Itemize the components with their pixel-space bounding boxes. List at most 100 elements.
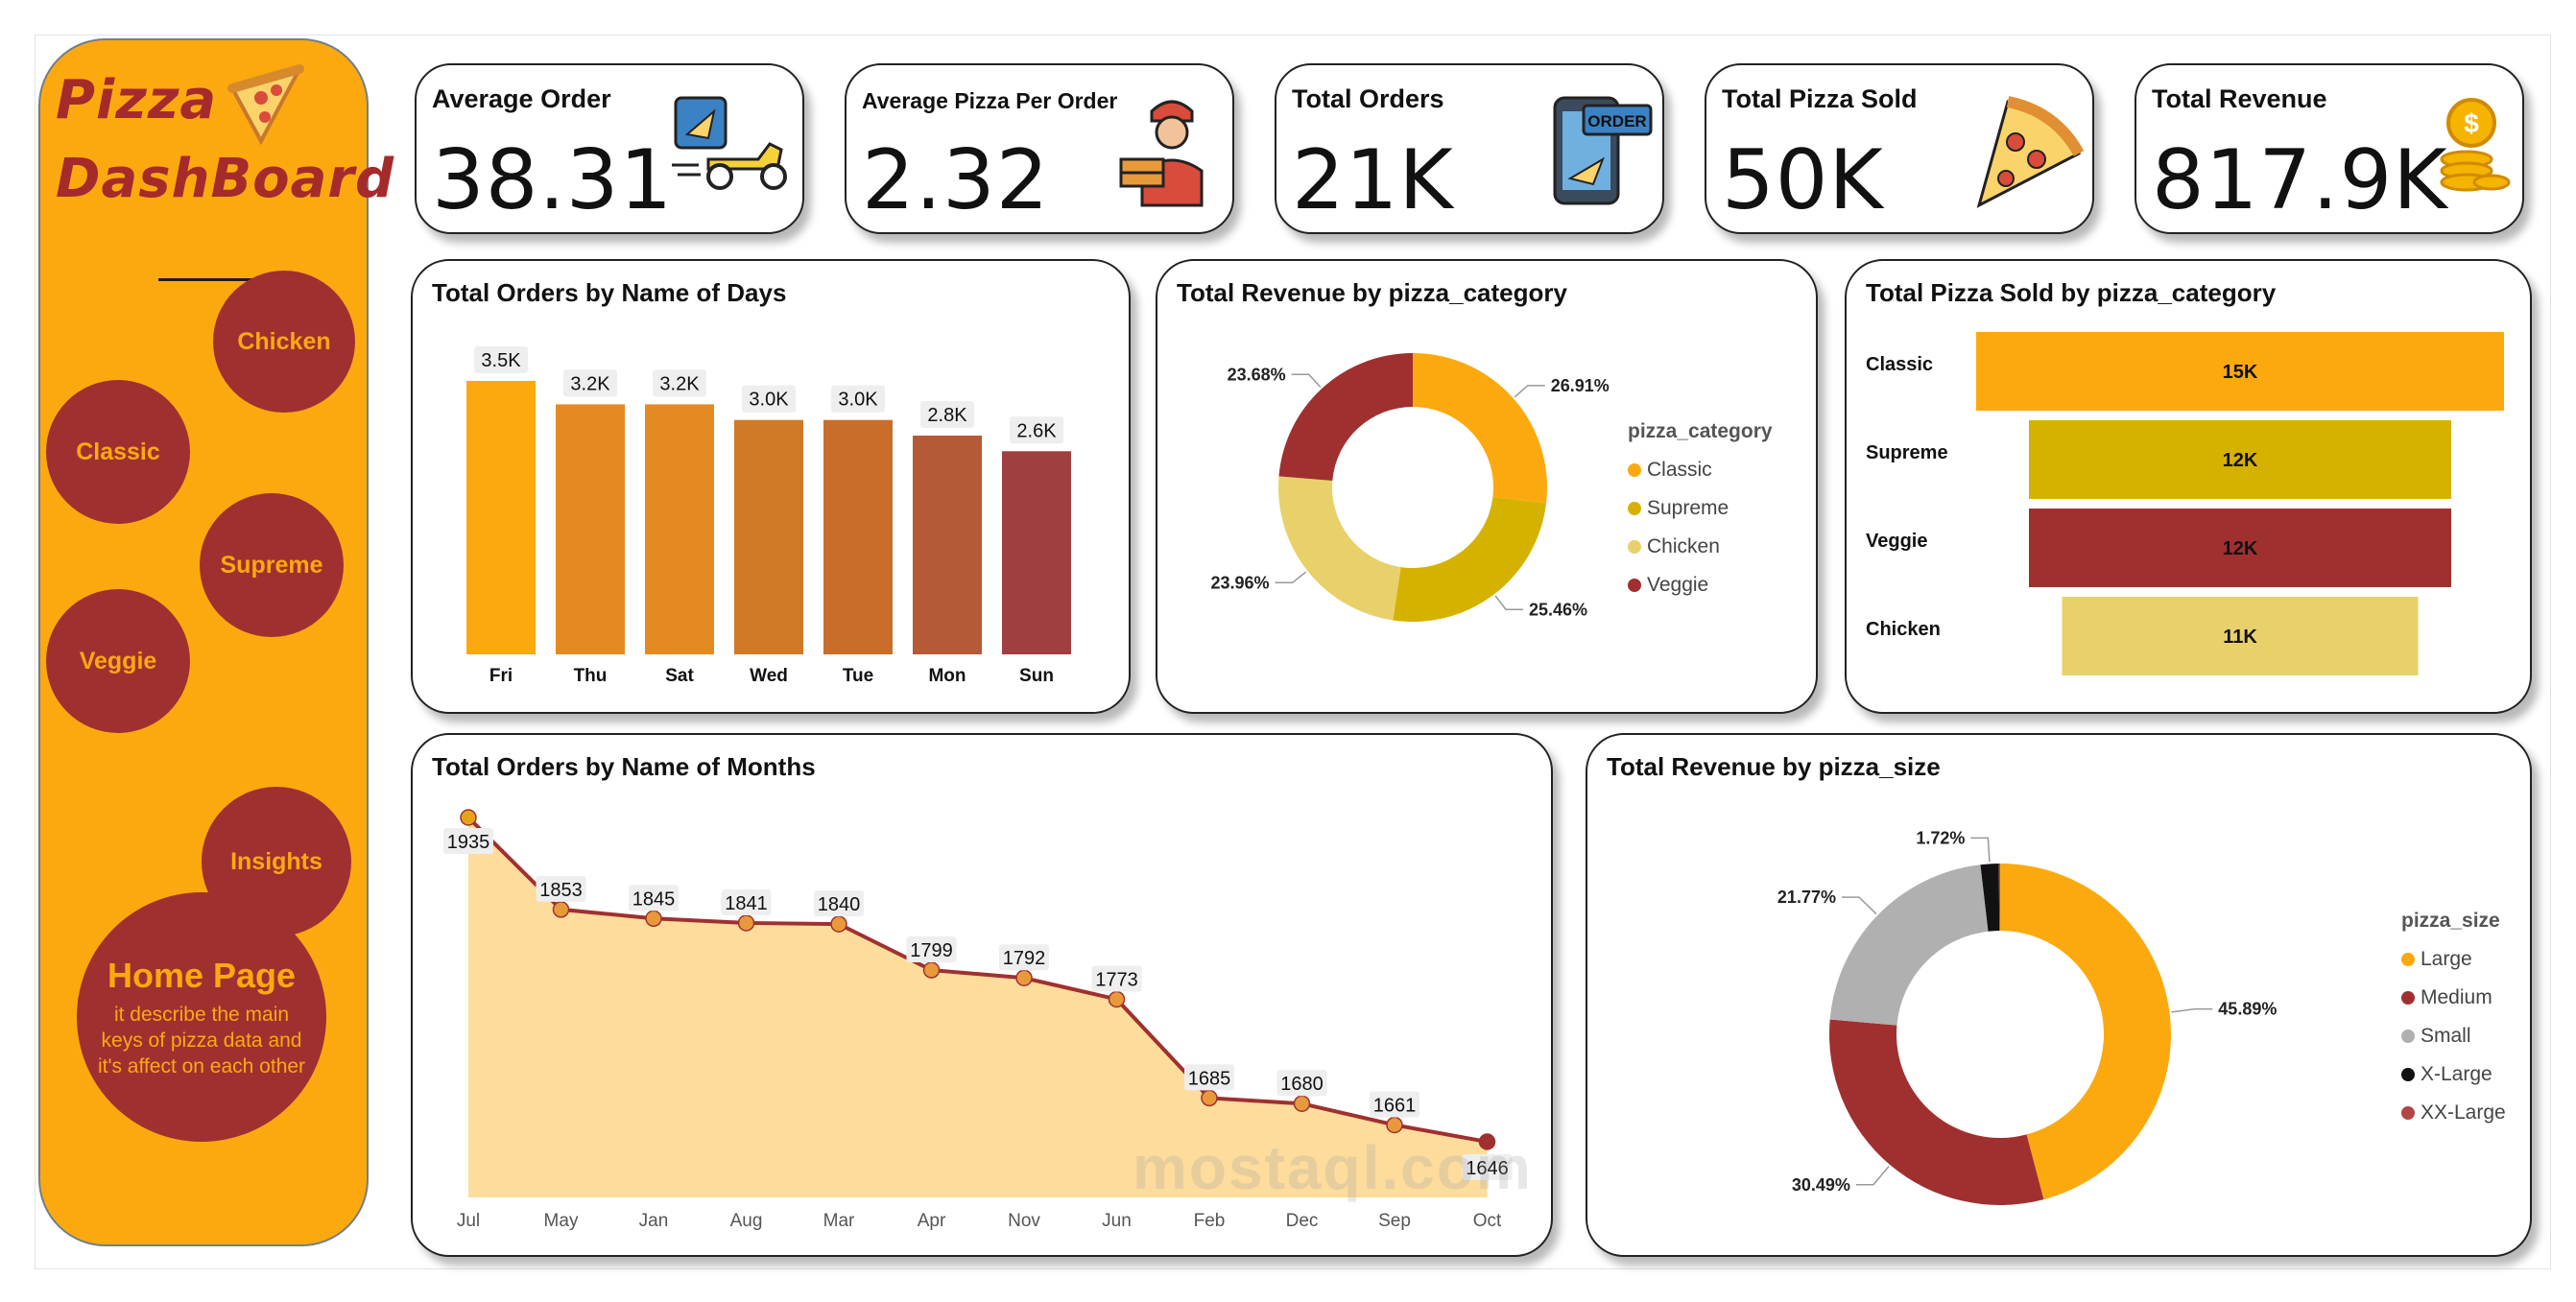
chart-title: Total Pizza Sold by pizza_category: [1866, 278, 2277, 307]
data-label: 3.2K: [570, 373, 610, 394]
data-label: 21.77%: [1777, 888, 1836, 907]
x-tick-label: Nov: [1008, 1211, 1040, 1231]
data-label: 3.5K: [481, 350, 521, 371]
bar: [466, 381, 536, 654]
data-label: 1935: [447, 832, 490, 853]
bar-chart-days: 3.5K Fri 3.2K Thu 3.2K Sat 3.0K Wed 3.0K Tue 2.8K M…: [466, 346, 1071, 686]
kpi-value: 817.9K: [2152, 132, 2448, 228]
panel-pizza-sold-by-category: Total Pizza Sold by pizza_category 15K Cl…: [1845, 259, 2532, 714]
home-page-title: Home Page: [107, 956, 297, 995]
kpi-value: 50K: [1722, 132, 1884, 228]
leader-line: [1970, 837, 1991, 863]
bar: [645, 404, 714, 654]
x-tick-label: Oct: [1473, 1211, 1502, 1231]
x-tick-label: Sun: [1019, 666, 1054, 686]
nav-chicken-button[interactable]: Chicken: [213, 271, 355, 413]
category-label: Chicken: [1866, 619, 1941, 640]
data-label: 25.46%: [1529, 600, 1587, 619]
funnel-bar: [2062, 597, 2419, 675]
legend-marker: [2401, 991, 2415, 1005]
legend-marker: [2401, 1106, 2415, 1120]
data-point: [830, 915, 847, 933]
x-tick-label: Apr: [918, 1211, 946, 1231]
panel-orders-by-day: Total Orders by Name of Days 3.5K Fri 3.2K…: [411, 259, 1131, 714]
chart-title: Total Revenue by pizza_category: [1177, 278, 1567, 307]
category-label: Veggie: [1866, 531, 1927, 552]
data-label-bg: [831, 385, 885, 413]
logo-divider: [158, 278, 309, 281]
x-tick-label: Tue: [843, 666, 873, 686]
donut-slice: [1998, 864, 2000, 932]
kpi-card-total-orders: Total Orders 21K ORDER: [1275, 63, 1664, 234]
kpi-card-average-order: Average Order 38.31: [415, 63, 804, 234]
funnel-bar: [2029, 509, 2451, 587]
kpi-title: Average Pizza Per Order: [862, 88, 1118, 113]
data-label: 3.2K: [659, 373, 700, 394]
data-label: 23.96%: [1210, 573, 1269, 592]
data-point: [737, 914, 755, 932]
leader-line: [1855, 1166, 1890, 1186]
home-page-button[interactable]: Home Page it describe the main keys of p…: [77, 892, 326, 1142]
bar: [1002, 451, 1071, 654]
chart-title: Total Revenue by pizza_size: [1607, 752, 1941, 781]
nav-veggie-button[interactable]: Veggie: [46, 589, 190, 733]
home-page-description: it describe the main keys of pizza data …: [97, 1004, 306, 1077]
svg-text:ORDER: ORDER: [1587, 112, 1646, 130]
legend-label: Medium: [2421, 986, 2493, 1008]
logo-title-line1: Pizza: [56, 69, 218, 131]
data-label-bg: [721, 888, 772, 915]
nav-supreme-button[interactable]: Supreme: [200, 493, 344, 637]
x-tick-label: Jan: [639, 1211, 669, 1231]
donut-slice: [2000, 864, 2171, 1200]
leader-line: [1494, 595, 1523, 611]
data-label-bg: [1184, 1064, 1234, 1091]
panel-revenue-by-category: Total Revenue by pizza_category 26.91% 25…: [1156, 259, 1818, 714]
data-label: 15K: [2223, 362, 2258, 383]
data-label: 1853: [539, 880, 583, 901]
area-chart-months: 1935 Jul 1853 May 1845 Jan 1841 Aug 1840 Mar 1799 A…: [443, 809, 1513, 1231]
kpi-title: Total Orders: [1292, 84, 1444, 113]
data-label: 1845: [632, 888, 676, 910]
leader-line: [1291, 373, 1322, 389]
donut-slice: [1393, 497, 1546, 622]
data-label-bg: [1276, 1070, 1327, 1097]
data-label: 1.72%: [1916, 828, 1965, 847]
x-tick-label: Fri: [489, 666, 513, 686]
kpi-value: 2.32: [862, 132, 1050, 228]
data-label: 30.49%: [1792, 1175, 1850, 1195]
kpi-value: 21K: [1292, 132, 1454, 228]
legend-label: X-Large: [2421, 1063, 2493, 1085]
leader-line: [2171, 1007, 2213, 1013]
kpi-card-total-pizza-sold: Total Pizza Sold 50K: [1705, 63, 2094, 234]
donut-slice: [1829, 864, 1989, 1026]
kpi-card-total-revenue: Total Revenue 817.9K $: [2135, 63, 2524, 234]
data-label-bg: [563, 369, 617, 397]
leader-line: [1514, 385, 1545, 398]
x-tick-label: Aug: [730, 1211, 763, 1231]
data-label-bg: [653, 369, 706, 397]
donut-slice: [1278, 476, 1401, 621]
data-label: 1773: [1095, 969, 1138, 990]
data-point: [552, 901, 570, 918]
legend-marker: [2401, 1030, 2415, 1043]
kpi-title: Total Pizza Sold: [1722, 84, 1918, 113]
data-label: 1680: [1280, 1074, 1324, 1095]
funnel-chart-category: 15K Classic 12K Supreme 12K Veggie 11K Chicken: [1866, 332, 2504, 675]
data-point: [1478, 1133, 1496, 1150]
donut-slice: [1413, 353, 1547, 504]
kpi-title: Total Revenue: [2152, 84, 2327, 113]
x-tick-label: Mon: [928, 666, 966, 686]
panel-revenue-by-size: Total Revenue by pizza_size 45.89% 30.49%…: [1586, 733, 2532, 1257]
data-point: [922, 961, 941, 979]
data-label-bg: [1370, 1091, 1419, 1118]
coins-icon: $: [2440, 98, 2511, 192]
kpi-title: Average Order: [432, 84, 611, 113]
funnel-bar: [1976, 332, 2504, 411]
legend-label: Chicken: [1647, 535, 1720, 557]
series-line: [466, 816, 1488, 1144]
x-tick-label: Wed: [750, 666, 788, 686]
nav-classic-button[interactable]: Classic: [46, 380, 190, 524]
data-label-bg: [474, 346, 528, 373]
x-tick-label: Jun: [1102, 1211, 1132, 1231]
data-label-bg: [443, 828, 493, 854]
